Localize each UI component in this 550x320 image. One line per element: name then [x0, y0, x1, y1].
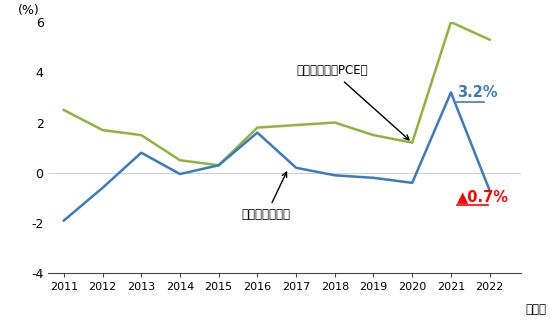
Text: ▲0.7%: ▲0.7%	[456, 189, 509, 204]
Text: マークアップ率: マークアップ率	[242, 172, 291, 221]
Text: （年）: （年）	[525, 303, 546, 316]
Text: インフレ率（PCE）: インフレ率（PCE）	[296, 64, 409, 140]
Text: (%): (%)	[18, 4, 40, 17]
Text: 3.2%: 3.2%	[456, 85, 497, 100]
